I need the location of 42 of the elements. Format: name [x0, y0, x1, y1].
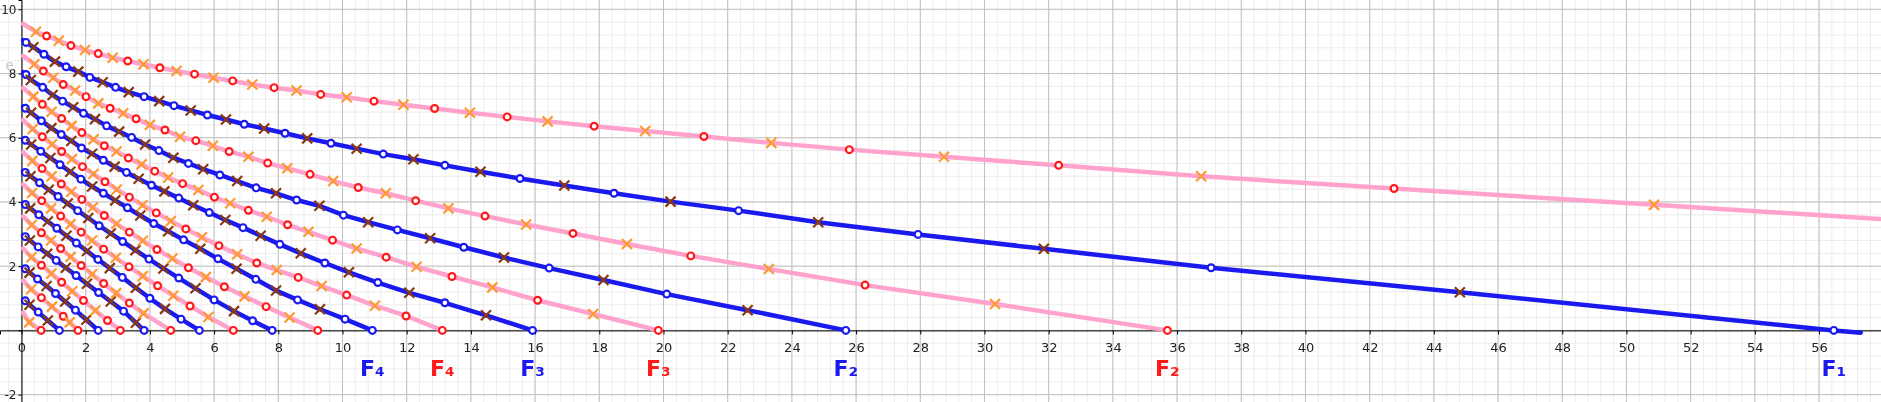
x-tick-label: 54 [1747, 339, 1764, 355]
x-tick-label: 10 [334, 339, 352, 355]
x-tick-label: 48 [1554, 339, 1572, 355]
x-tick-label: 22 [719, 339, 737, 355]
annotation: F₃ [520, 356, 545, 381]
x-tick-label: 18 [591, 339, 609, 355]
y-tick-label: -2 [4, 387, 17, 402]
annotation: F₂ [833, 356, 859, 381]
x-tick-label: 4 [146, 339, 155, 355]
x-tick-label: 50 [1618, 339, 1636, 355]
x-tick-label: 20 [655, 339, 673, 355]
x-tick-label: 44 [1426, 339, 1443, 355]
x-tick-label: 14 [463, 339, 480, 355]
annotation: F₂ [1155, 356, 1180, 381]
annotation: F₄ [429, 356, 455, 381]
line-series [20, 21, 1881, 222]
annotation: F₁ [1821, 356, 1847, 381]
x-tick-label: 30 [976, 339, 994, 355]
x-tick-label: 52 [1682, 339, 1700, 355]
x-tick-label: 32 [1040, 339, 1058, 355]
x-tick-label: 38 [1233, 339, 1251, 355]
x-tick-label: 8 [274, 339, 283, 355]
x-tick-label: 56 [1811, 339, 1828, 355]
y-tick-label: 10 [1, 2, 17, 17]
x-tick-label: 34 [1105, 339, 1122, 355]
x-tick-label: 12 [398, 339, 416, 355]
x-tick-label: 24 [784, 339, 801, 355]
x-tick-label: 42 [1361, 339, 1379, 355]
x-tick-label: 36 [1169, 339, 1186, 355]
y-tick-label: 4 [8, 195, 17, 210]
annotation: F₃ [646, 356, 671, 381]
x-tick-label: 28 [912, 339, 930, 355]
y-tick-label: 6 [8, 131, 17, 146]
y-tick-label: 2 [8, 259, 17, 274]
x-tick-label: 26 [848, 339, 865, 355]
x-tick-label: 40 [1297, 339, 1315, 355]
y-tick-label: 8 [8, 66, 17, 81]
x-tick-label: 46 [1490, 339, 1507, 355]
annotation: F₄ [360, 356, 385, 381]
x-tick-label: 6 [210, 339, 219, 355]
x-tick-label: 16 [527, 339, 544, 355]
x-tick-label: 2 [82, 339, 91, 355]
